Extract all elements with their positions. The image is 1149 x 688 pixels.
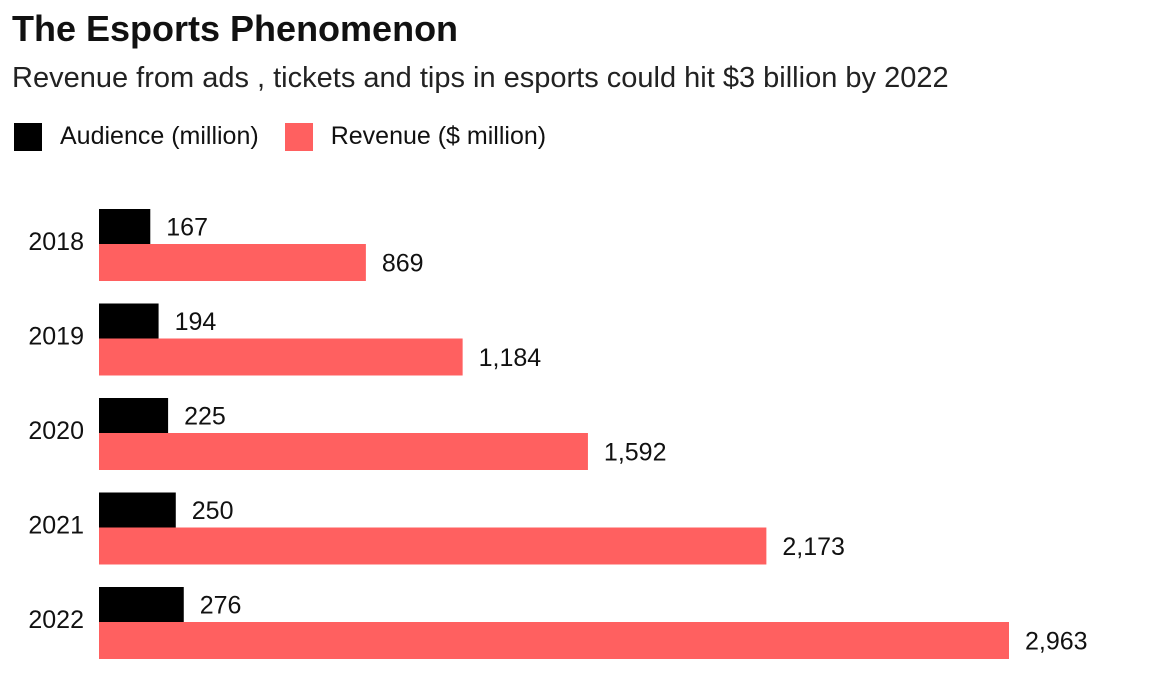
bar-audience-2021 xyxy=(99,492,176,528)
category-label-2019: 2019 xyxy=(28,323,84,351)
data-label-audience-2018: 167 xyxy=(166,214,208,242)
category-label-2021: 2021 xyxy=(28,512,84,540)
category-label-2022: 2022 xyxy=(28,606,84,634)
legend-label-revenue: Revenue ($ million) xyxy=(330,122,547,150)
data-label-revenue-2020: 1,592 xyxy=(604,439,667,467)
bar-revenue-2020 xyxy=(99,433,588,470)
data-label-audience-2021: 250 xyxy=(192,497,234,525)
bar-audience-2020 xyxy=(99,398,169,433)
legend-item-audience: Audience (million) xyxy=(14,122,259,151)
chart-legend: Audience (million) Revenue ($ million) xyxy=(14,122,572,151)
bar-revenue-2022 xyxy=(99,622,1009,659)
category-label-2018: 2018 xyxy=(28,228,84,256)
bar-audience-2018 xyxy=(99,209,151,244)
category-label-2020: 2020 xyxy=(28,417,84,445)
legend-swatch-revenue xyxy=(284,122,313,151)
legend-swatch-audience xyxy=(14,122,42,151)
data-label-audience-2020: 225 xyxy=(184,403,226,431)
chart-title: The Esports Phenomenon xyxy=(12,8,459,49)
legend-label-audience: Audience (million) xyxy=(60,122,259,150)
data-label-audience-2022: 276 xyxy=(200,592,242,620)
bar-revenue-2021 xyxy=(99,527,767,565)
bar-revenue-2018 xyxy=(99,244,366,281)
legend-item-revenue: Revenue ($ million) xyxy=(284,122,547,151)
data-label-revenue-2019: 1,184 xyxy=(479,344,542,372)
bar-audience-2019 xyxy=(99,303,159,339)
data-label-audience-2019: 194 xyxy=(175,308,217,336)
chart-subtitle: Revenue from ads , tickets and tips in e… xyxy=(12,62,949,94)
bar-audience-2022 xyxy=(99,587,184,622)
data-label-revenue-2022: 2,963 xyxy=(1025,628,1088,656)
bar-revenue-2019 xyxy=(99,338,463,376)
data-label-revenue-2018: 869 xyxy=(382,250,424,278)
data-label-revenue-2021: 2,173 xyxy=(782,533,845,561)
